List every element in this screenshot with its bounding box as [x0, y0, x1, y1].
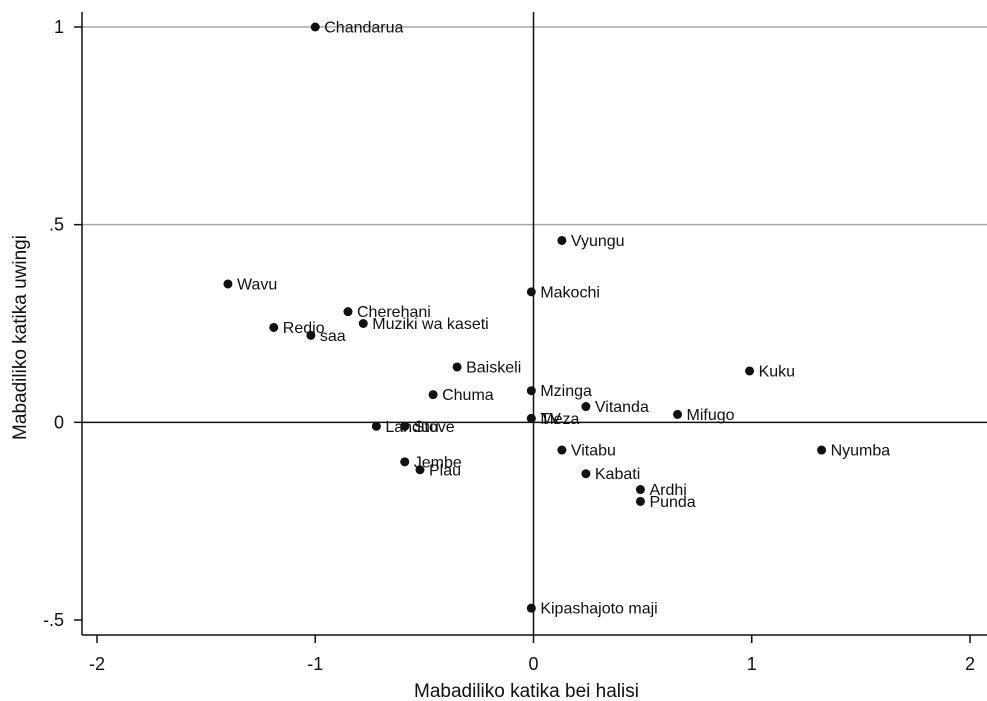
- data-point: [526, 287, 536, 297]
- point-label: Muziki wa kaseti: [372, 316, 488, 333]
- x-tick-label: 0: [528, 654, 538, 674]
- point-label: saa: [320, 328, 346, 345]
- data-point: [557, 235, 567, 245]
- point-label: Plau: [429, 462, 461, 479]
- data-point: [400, 457, 410, 467]
- x-tick-label: -2: [89, 654, 105, 674]
- point-label: Jembe: [414, 454, 462, 471]
- data-point: [343, 307, 353, 317]
- data-point: [526, 413, 536, 423]
- x-tick-label: 2: [965, 654, 975, 674]
- data-point: [358, 319, 368, 328]
- point-label: Nyumba: [831, 443, 891, 460]
- point-label: Kabati: [595, 466, 640, 483]
- data-point: [673, 409, 683, 419]
- point-label: Cherehani: [357, 304, 431, 321]
- data-point: [223, 279, 233, 289]
- point-label: Meza: [540, 411, 579, 428]
- grid-layer: [82, 26, 987, 226]
- y-tick-label: 0: [54, 412, 64, 432]
- data-point: [635, 485, 645, 495]
- y-tick-label: .5: [49, 215, 64, 235]
- point-label: Punda: [649, 494, 695, 511]
- data-point: [306, 330, 316, 340]
- point-label: Vitanda: [595, 399, 649, 416]
- point-label: Chuma: [442, 387, 494, 404]
- data-point: [745, 366, 755, 376]
- data-point: [581, 469, 591, 479]
- data-point: [269, 322, 279, 332]
- data-point: [428, 390, 438, 400]
- data-point: [526, 603, 536, 613]
- data-point: [371, 421, 381, 431]
- data-point: [635, 496, 645, 506]
- reference-lines: [82, 12, 987, 635]
- data-point: [581, 402, 591, 412]
- point-label: Chandarua: [324, 20, 403, 37]
- data-point: [817, 445, 827, 455]
- point-label: Vyungu: [571, 233, 625, 250]
- point-label: TV: [540, 411, 561, 428]
- y-axis-title: Mabadiliko katika uwingi: [10, 235, 31, 440]
- data-point: [400, 421, 410, 431]
- point-label: Stove: [414, 419, 455, 436]
- y-tick-label: 1: [54, 17, 64, 37]
- point-label: Mifugo: [687, 407, 735, 424]
- data-point: [310, 22, 320, 32]
- point-label: Kipashajoto maji: [540, 601, 657, 618]
- ticks: -2 -1 0 1 2 -.5 0 .5 1: [43, 17, 975, 674]
- y-tick-label: -.5: [43, 610, 64, 630]
- axes: [81, 12, 987, 636]
- point-label: Kuku: [759, 363, 795, 380]
- x-axis-title: Mabadiliko katika bei halisi: [414, 681, 639, 701]
- point-label: Vitabu: [571, 443, 616, 460]
- data-point: [557, 445, 567, 455]
- point-label: Redio: [283, 320, 325, 337]
- point-label: Makochi: [540, 284, 600, 301]
- point-label: Ardhi: [649, 482, 686, 499]
- point-label: Baiskeli: [466, 359, 521, 376]
- point-label: Mzinga: [540, 383, 592, 400]
- data-point: [415, 465, 425, 475]
- data-point: [526, 386, 536, 396]
- x-tick-label: -1: [307, 654, 323, 674]
- point-label: Wavu: [237, 276, 277, 293]
- x-tick-label: 1: [747, 654, 757, 674]
- data-point: [452, 362, 462, 372]
- point-label: Landuu: [385, 419, 438, 436]
- points: Chandarua Vyungu Wavu Makochi CherehaniMuzik…: [223, 20, 890, 618]
